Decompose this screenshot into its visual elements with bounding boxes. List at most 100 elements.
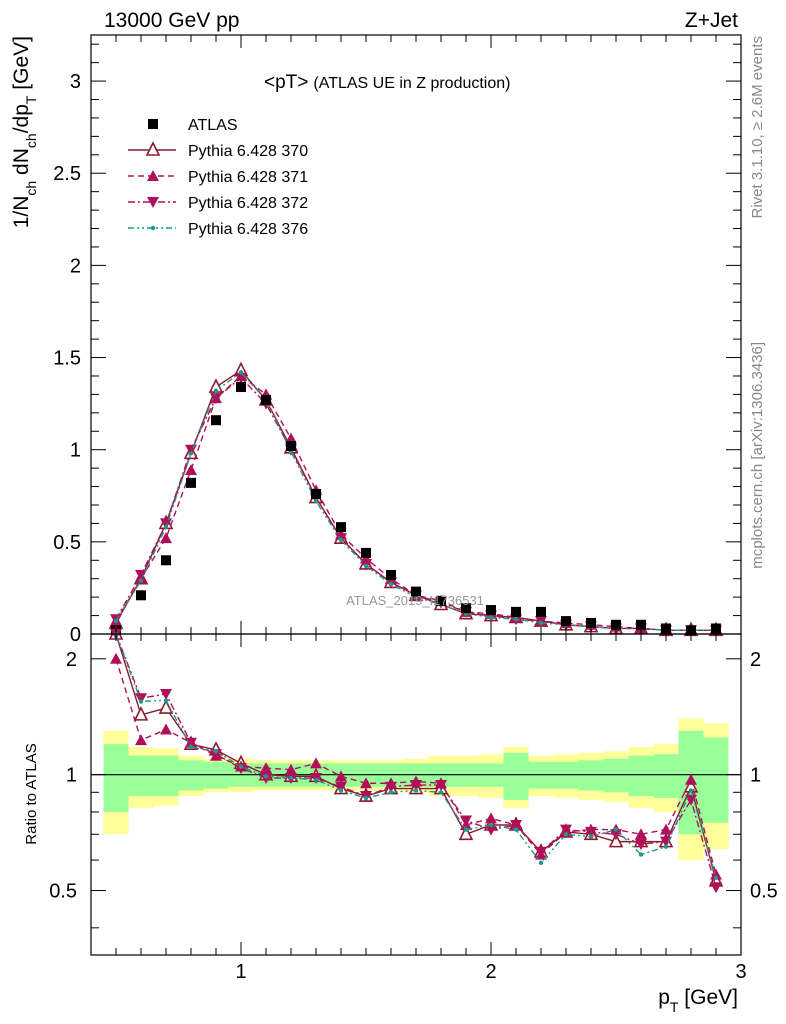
ratio-series-4-point [238,764,244,769]
main-series-3-point [160,518,172,530]
main-series-4-point [538,620,544,626]
ratio-y-tick-label-right: 1 [750,765,761,787]
ratio-series-4-point [438,790,444,795]
ratio-series-4-point [163,698,169,703]
legend-marker-1 [145,141,161,156]
ratio-series-2-point [135,734,147,746]
main-series-4-point [363,563,369,569]
ratio-series-3-point [685,794,697,806]
main-series-4-point [238,370,244,375]
ratio-series-1-point [608,832,624,848]
atlas-data-point [286,441,296,452]
ratio-y-tick-label-left: 1 [66,765,77,787]
ratio-series-3-point [335,781,347,793]
ratio-series-4-point [538,860,544,866]
plot-title-sub: (ATLAS UE in Z production) [313,75,510,92]
ratio-series-4-point [363,795,369,801]
ratio-panel [91,625,741,894]
ratio-band-inner [153,755,179,797]
ratio-series-2-point [260,762,272,774]
main-y-axis-label: 1/Nch dNch/dpT [GeV] [10,36,39,228]
atlas-data-point [136,590,146,601]
legend-label-2: Pythia 6.428 371 [188,169,308,186]
plot-title-main: <pT> [264,72,308,93]
main-y-axis-label-text: 1/Nch dNch/dpT [GeV] [10,36,39,228]
main-series-4-point [113,618,119,624]
ratio-series-4-point [288,775,294,781]
ratio-series-4-point [638,852,644,857]
x-axis-label: pT [GeV] [658,986,738,1015]
main-series-4-point [388,582,394,587]
ratio-series-2-point [635,828,647,840]
atlas-data-point [261,394,271,405]
process-label: Z+Jet [685,9,738,32]
ratio-y-tick-label-right: 2 [750,649,761,671]
atlas-data-point [211,415,221,426]
atlas-data-point [636,619,646,630]
ratio-y-axis-label: Ratio to ATLAS [23,743,40,844]
ratio-series-3-point [210,749,222,761]
legend: ATLAS Pythia 6.428 370 Pythia 6.428 371 Pyt… [128,117,308,238]
atlas-data-point [311,488,321,499]
main-series-2-point [185,463,197,475]
ratio-series-4-point [338,788,344,793]
ratio-series-4-point [413,788,419,793]
ratio-series-2-point [685,773,697,785]
ratio-series-4-point [263,774,269,779]
ratio-y-tick-label-right: 0.5 [750,881,778,903]
ratio-series-4-point [188,744,194,750]
atlas-data-point [436,595,446,606]
ratio-series-2-point [285,763,297,775]
ratio-series-3-point [510,820,522,832]
ratio-series-4-point [388,790,394,795]
main-series-4-point [163,524,169,530]
ratio-y-tick-label-left: 2 [66,649,77,671]
ratio-band-inner [103,744,129,812]
ratio-series-4-point [513,827,519,832]
ratio-band-inner [628,755,654,797]
ratio-band-inner [503,752,529,800]
atlas-data-point [486,605,496,616]
legend-label-1: Pythia 6.428 370 [188,143,308,160]
ratio-band-inner [653,754,679,798]
legend-label-3: Pythia 6.428 372 [188,195,308,212]
ratio-series-4-point [488,822,494,828]
main-series-4-point [188,451,194,456]
legend-marker-atlas [148,119,158,129]
legend-marker-3 [147,197,159,208]
ratio-series-4-point [713,875,719,880]
ratio-series-4-point [563,832,569,837]
ratio-series-3-point [460,815,472,827]
main-y-tick-label: 1 [70,440,81,462]
ratio-band-inner [178,760,204,791]
main-y-tick-label: 1.5 [53,348,81,370]
ratio-series-3-point [135,693,147,705]
ratio-series-4-point [588,834,594,839]
main-series-4-point [313,499,319,504]
main-series-4-point [488,615,494,620]
atlas-data-point [611,619,621,630]
atlas-data-point [236,382,246,393]
axes: 1 2 3 0 0.5 1 1.5 2 2.5 3 0.5 0.5 1 1 2 2 [49,34,778,983]
ratio-series-1-point [458,825,474,841]
atlas-data-point [161,555,171,566]
ratio-series-3-point [635,839,647,851]
ratio-band-inner [128,755,154,797]
ratio-series-4-point [613,827,619,832]
ratio-band-inner [703,737,729,823]
ratio-band-inner [578,760,604,791]
main-series-2-point [160,532,172,544]
atlas-data-point [461,603,471,614]
ratio-series-4-point [313,777,319,782]
atlas-data-point [561,616,571,627]
main-series-3-point [210,393,222,405]
ratio-series-2-point [310,757,322,769]
ratio-y-tick-label-left: 0.5 [49,881,77,903]
ratio-series-3-point [410,780,422,792]
ratio-series-3-point [560,824,572,836]
main-series-4-point [513,617,519,622]
ratio-series-3-point [385,781,397,793]
atlas-data-point [511,606,521,617]
ratio-series-2-point [710,868,722,880]
